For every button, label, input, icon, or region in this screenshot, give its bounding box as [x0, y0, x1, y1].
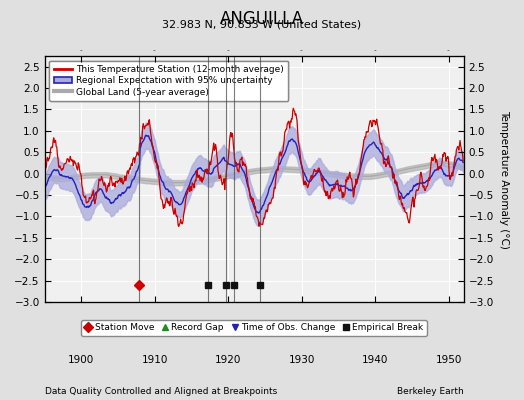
Y-axis label: Temperature Anomaly (°C): Temperature Anomaly (°C): [499, 110, 509, 248]
Text: ANGUILLA: ANGUILLA: [220, 10, 304, 28]
Text: Berkeley Earth: Berkeley Earth: [397, 387, 464, 396]
Text: Data Quality Controlled and Aligned at Breakpoints: Data Quality Controlled and Aligned at B…: [45, 387, 277, 396]
Legend: This Temperature Station (12-month average), Regional Expectation with 95% uncer: This Temperature Station (12-month avera…: [49, 60, 288, 101]
Legend: Station Move, Record Gap, Time of Obs. Change, Empirical Break: Station Move, Record Gap, Time of Obs. C…: [81, 320, 427, 336]
Text: 32.983 N, 90.833 W (United States): 32.983 N, 90.833 W (United States): [162, 19, 362, 29]
